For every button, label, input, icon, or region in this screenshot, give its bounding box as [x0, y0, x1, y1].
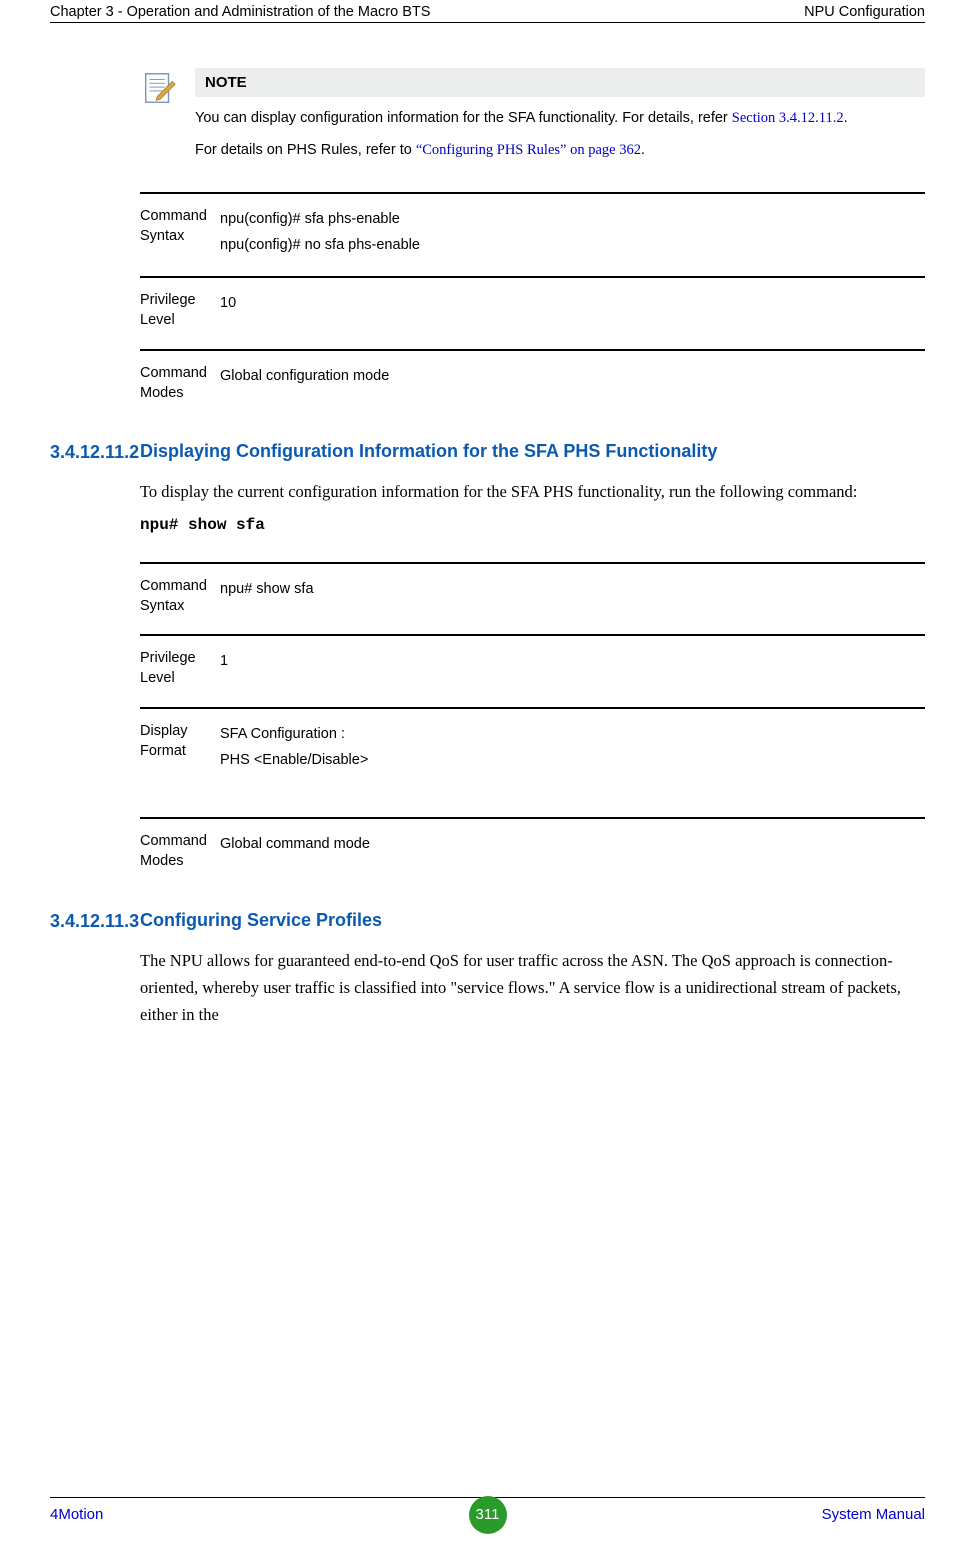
note-icon	[140, 68, 195, 162]
table2-row2: Privilege Level 1	[140, 634, 925, 707]
table1-row1: Command Syntax npu(config)# sfa phs-enab…	[140, 192, 925, 276]
page-footer: 4Motion 311 System Manual	[50, 1497, 925, 1523]
page-number-badge: 311	[469, 1496, 507, 1534]
value-command-modes: Global configuration mode	[220, 363, 925, 404]
table2-row3: Display Format SFA Configuration : PHS <…	[140, 707, 925, 817]
label-command-syntax-2: Command Syntax	[140, 576, 220, 617]
content: NOTE You can display configuration infor…	[50, 23, 925, 1028]
note-text-2: For details on PHS Rules, refer to “Conf…	[195, 129, 925, 161]
section-1-para: To display the current configuration inf…	[140, 478, 925, 505]
value-privilege-level: 10	[220, 290, 925, 331]
note-link-2[interactable]: “Configuring PHS Rules” on page 362	[416, 142, 641, 158]
note-line1dot: .	[844, 110, 848, 126]
note-line2a: For details on PHS Rules, refer to	[195, 142, 416, 158]
note-link-1[interactable]: Section 3.4.12.11.2	[732, 110, 844, 126]
display-format-line1: SFA Configuration :	[220, 721, 925, 747]
header-left: Chapter 3 - Operation and Administration…	[50, 4, 430, 20]
syntax-line1: npu(config)# sfa phs-enable	[220, 206, 925, 232]
section-2-num: 3.4.12.11.3	[50, 910, 140, 932]
label-privilege-level-2: Privilege Level	[140, 648, 220, 689]
table2-row1: Command Syntax npu# show sfa	[140, 562, 925, 635]
table1-row3: Command Modes Global configuration mode	[140, 349, 925, 422]
value-command-syntax: npu(config)# sfa phs-enable npu(config)#…	[220, 206, 925, 258]
note-text-1: You can display configuration informatio…	[195, 97, 925, 129]
label-command-modes: Command Modes	[140, 363, 220, 404]
section-1-cmd: npu# show sfa	[140, 516, 925, 534]
note-body: NOTE You can display configuration infor…	[195, 68, 925, 162]
value-command-modes-2: Global command mode	[220, 831, 925, 872]
syntax-line2: npu(config)# no sfa phs-enable	[220, 232, 925, 258]
section-2: 3.4.12.11.3 Configuring Service Profiles	[50, 910, 925, 932]
section-1-num: 3.4.12.11.2	[50, 441, 140, 463]
page-header: Chapter 3 - Operation and Administration…	[50, 0, 925, 23]
note-title: NOTE	[195, 68, 925, 97]
section-1-title: Displaying Configuration Information for…	[140, 441, 925, 463]
display-format-line2: PHS <Enable/Disable>	[220, 747, 925, 773]
label-command-modes-2: Command Modes	[140, 831, 220, 872]
value-command-syntax-2: npu# show sfa	[220, 576, 925, 617]
label-command-syntax: Command Syntax	[140, 206, 220, 258]
header-right: NPU Configuration	[804, 4, 925, 20]
value-privilege-level-2: 1	[220, 648, 925, 689]
footer-right[interactable]: System Manual	[822, 1506, 925, 1523]
value-display-format: SFA Configuration : PHS <Enable/Disable>	[220, 721, 925, 799]
section-1: 3.4.12.11.2 Displaying Configuration Inf…	[50, 441, 925, 463]
section-2-title: Configuring Service Profiles	[140, 910, 925, 932]
label-display-format: Display Format	[140, 721, 220, 799]
note-line1a: You can display configuration informatio…	[195, 110, 732, 126]
footer-left[interactable]: 4Motion	[50, 1506, 103, 1523]
note-line2dot: .	[641, 142, 645, 158]
label-privilege-level: Privilege Level	[140, 290, 220, 331]
section-2-para: The NPU allows for guaranteed end-to-end…	[140, 947, 925, 1029]
note-block: NOTE You can display configuration infor…	[140, 68, 925, 162]
table2-row4: Command Modes Global command mode	[140, 817, 925, 890]
table1-row2: Privilege Level 10	[140, 276, 925, 349]
